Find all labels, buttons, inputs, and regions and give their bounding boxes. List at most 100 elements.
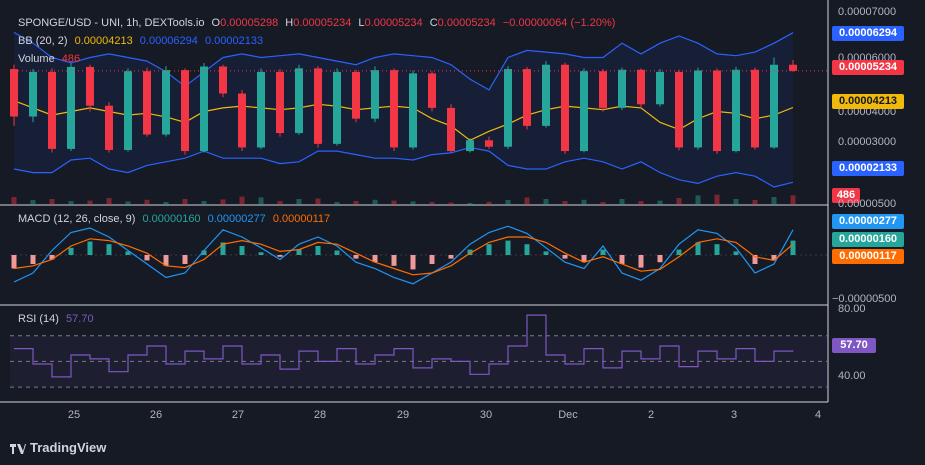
macd-histogram-bar — [258, 252, 264, 255]
volume-bar — [505, 200, 511, 205]
bb-upper-line — [13, 31, 794, 91]
open-value: 0.00005298 — [220, 17, 279, 29]
volume-bar — [486, 201, 492, 205]
macd-histogram-bar — [372, 255, 378, 263]
macd-hist-value: 0.00000160 — [142, 213, 201, 225]
volume-bar — [144, 199, 150, 205]
rsi-axis-label: 40.00 — [838, 370, 866, 382]
bb-legend[interactable]: BB (20, 2) 0.00004213 0.00006294 0.00002… — [18, 35, 267, 47]
macd-histogram-bar — [296, 249, 302, 255]
macd-histogram-bar — [600, 249, 606, 255]
macd-histogram-bar — [30, 255, 36, 264]
volume-bar — [315, 198, 321, 205]
symbol-legend: SPONGE/USD - UNI, 1h, DEXTools.io O0.000… — [18, 17, 619, 29]
macd-histogram-bar — [239, 246, 245, 255]
macd-signal-tag: 0.00000117 — [832, 249, 904, 264]
candle-body — [48, 71, 56, 149]
brand-name: TradingView — [30, 440, 107, 455]
macd-histogram-bar — [448, 255, 454, 259]
volume-bar — [258, 197, 264, 205]
volume-bar — [11, 197, 17, 205]
macd-histogram-bar — [657, 255, 663, 263]
candle-body — [694, 70, 702, 148]
candle-body — [713, 70, 721, 152]
bb-lower-value: 0.00002133 — [204, 35, 264, 47]
macd-histogram-bar — [562, 255, 568, 259]
macd-name: MACD (12, 26, close, 9) — [18, 213, 136, 225]
macd-histogram-bar — [733, 251, 739, 255]
change-value: −0.00000064 (−1.20%) — [502, 17, 616, 29]
candle-body — [181, 70, 189, 152]
rsi-line — [14, 314, 794, 378]
macd-histogram-bar — [467, 249, 473, 255]
macd-histogram-bar — [353, 255, 359, 259]
date-label: 27 — [231, 409, 245, 421]
candle-body — [352, 71, 360, 119]
candle-body — [219, 66, 227, 94]
date-label: Dec — [558, 409, 578, 421]
macd-line-tag: 0.00000277 — [832, 214, 904, 229]
volume-bar — [429, 202, 435, 205]
volume-bar — [733, 199, 739, 205]
macd-line-value: 0.00000277 — [207, 213, 266, 225]
rsi-axis-label: 80.00 — [838, 303, 866, 315]
date-label: 4 — [814, 409, 822, 421]
volume-bar — [163, 202, 169, 205]
bb-basis-value: 0.00004213 — [74, 35, 133, 47]
tradingview-logo[interactable]: TradingView — [10, 440, 106, 455]
volume-bar — [448, 202, 454, 205]
volume-bar — [106, 198, 112, 205]
macd-histogram-bar — [201, 250, 207, 255]
macd-histogram-bar — [619, 255, 625, 264]
volume-bar — [125, 201, 131, 205]
macd-histogram-bar — [315, 246, 321, 255]
macd-histogram-bar — [543, 251, 549, 255]
candle-body — [257, 71, 265, 148]
macd-histogram-bar — [182, 255, 188, 264]
rsi-legend[interactable]: RSI (14) 57.70 — [18, 313, 98, 325]
volume-bar — [49, 199, 55, 205]
candle-body — [732, 69, 740, 152]
volume-bar — [239, 196, 245, 205]
macd-axis-label: 0.00000500 — [838, 198, 897, 210]
volume-bar — [752, 200, 758, 205]
rsi-name: RSI (14) — [18, 313, 59, 325]
candle-body — [143, 71, 151, 135]
bb-upper-tag: 0.00006294 — [832, 26, 904, 41]
candle-body — [504, 69, 512, 147]
candle-body — [675, 71, 683, 148]
macd-histogram-bar — [163, 255, 169, 266]
volume-bar — [790, 195, 796, 205]
candle-body — [314, 68, 322, 144]
macd-histogram-bar — [334, 250, 340, 255]
candle-body — [618, 69, 626, 108]
rsi-value: 57.70 — [66, 313, 94, 325]
candle-body — [466, 140, 474, 152]
open-label: O — [211, 17, 221, 29]
macd-histogram-bar — [524, 244, 530, 255]
macd-histogram-bar — [87, 241, 93, 255]
candle-body — [200, 66, 208, 152]
volume-bar — [296, 199, 302, 205]
volume-bar — [182, 199, 188, 205]
close-value: 0.00005234 — [437, 17, 496, 29]
macd-histogram-bar — [695, 242, 701, 255]
macd-legend[interactable]: MACD (12, 26, close, 9) 0.00000160 0.000… — [18, 213, 334, 225]
macd-histogram-bar — [410, 255, 416, 270]
volume-bar — [600, 202, 606, 205]
bb-basis-tag: 0.00004213 — [832, 94, 904, 109]
macd-histogram-bar — [714, 244, 720, 255]
date-label: 26 — [149, 409, 163, 421]
candle-body — [390, 70, 398, 148]
volume-bar — [619, 199, 625, 205]
candle-body — [162, 70, 170, 135]
candle-body — [295, 68, 303, 134]
high-value: 0.00005234 — [293, 17, 352, 29]
volume-legend[interactable]: Volume 486 — [18, 53, 84, 65]
macd-histogram-bar — [11, 255, 17, 269]
macd-histogram-bar — [49, 255, 55, 260]
macd-histogram-bar — [144, 255, 150, 261]
macd-axis-label: −0.00000500 — [832, 293, 897, 305]
